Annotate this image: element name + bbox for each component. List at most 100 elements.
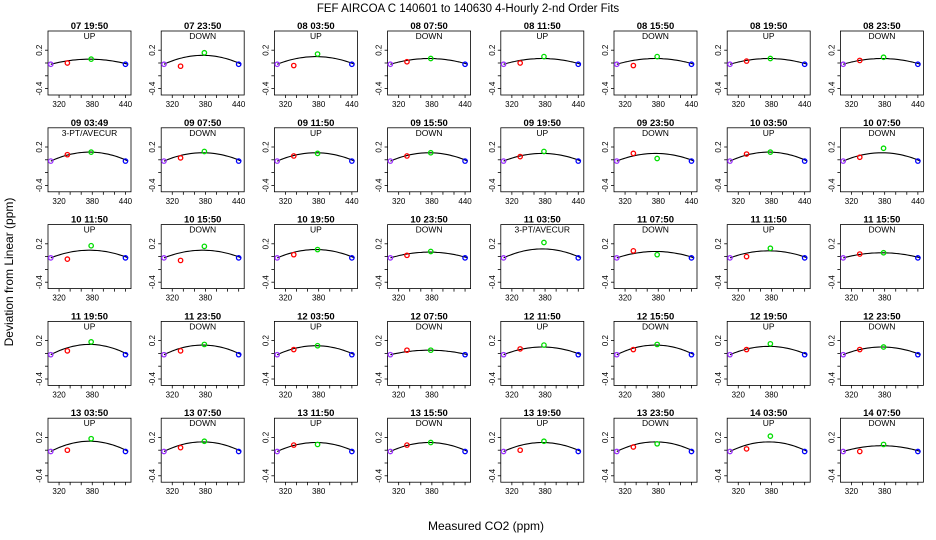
y-tick-label: -0.4: [148, 81, 157, 95]
data-point: [201, 438, 208, 445]
data-point: [727, 448, 733, 455]
x-tick-label: 380: [538, 197, 552, 206]
data-point: [613, 61, 620, 68]
y-tick-label: 0.2: [827, 141, 836, 153]
y-tick-label: -0.4: [261, 275, 270, 289]
data-point: [122, 255, 129, 261]
panel-title: 11 11:50: [750, 215, 786, 226]
y-tick-label: -0.4: [261, 178, 270, 192]
data-point: [575, 61, 582, 68]
data-point: [727, 158, 733, 164]
x-tick-label: 440: [119, 100, 133, 109]
data-point: [161, 351, 167, 358]
data-point: [801, 158, 808, 164]
data-point: [314, 150, 321, 157]
data-point: [387, 255, 394, 261]
x-tick-label: 380: [425, 294, 439, 303]
y-tick-label: 0.2: [714, 334, 723, 346]
y-tick-label: -0.4: [375, 81, 384, 95]
panel-title: 08 07:50: [410, 21, 448, 32]
data-point: [64, 256, 71, 263]
x-tick-label: 440: [685, 197, 699, 206]
y-tick-label: 0.2: [261, 44, 270, 56]
data-point: [630, 62, 637, 69]
x-tick-label: 440: [458, 100, 472, 109]
y-tick-label: -0.4: [148, 468, 157, 482]
panel-mode-label: UP: [84, 321, 96, 331]
x-tick-label: 380: [199, 197, 213, 206]
data-point: [349, 158, 355, 164]
data-point: [654, 341, 661, 348]
panel-mode-label: DOWN: [416, 31, 443, 41]
x-tick-label: 320: [392, 197, 406, 206]
data-point: [541, 239, 547, 246]
y-tick-label: -0.4: [35, 81, 44, 95]
data-point: [517, 447, 524, 454]
data-point: [201, 148, 208, 155]
panel-title: 11 15:50: [863, 215, 900, 226]
x-tick-label: 380: [765, 294, 779, 303]
panel-mode-label: DOWN: [416, 418, 443, 428]
panel-title: 10 19:50: [297, 215, 335, 226]
data-point: [88, 242, 95, 249]
x-tick-label: 380: [652, 390, 666, 399]
panel-title: 13 19:50: [524, 408, 562, 419]
y-tick-label: 0.2: [601, 431, 610, 443]
x-tick-label: 380: [765, 487, 779, 496]
x-tick-label: 440: [458, 197, 472, 206]
data-point: [743, 151, 750, 157]
x-tick-label: 320: [279, 294, 293, 303]
panel-mode-label: DOWN: [416, 225, 443, 235]
panel-mode-label: UP: [536, 418, 548, 428]
x-tick-label: 380: [538, 487, 552, 496]
x-tick-label: 320: [166, 197, 180, 206]
data-point: [161, 255, 167, 261]
panel-title: 11 03:50: [524, 215, 561, 226]
x-tick-label: 440: [798, 100, 812, 109]
x-tick-label: 440: [798, 197, 812, 206]
y-tick-label: 0.2: [827, 334, 836, 346]
x-tick-label: 380: [538, 100, 552, 109]
data-point: [613, 158, 620, 164]
data-point: [630, 444, 637, 450]
data-point: [500, 448, 507, 455]
x-tick-label: 380: [86, 294, 100, 303]
data-point: [727, 351, 733, 358]
y-tick-label: 0.2: [375, 334, 384, 346]
data-point: [500, 351, 507, 358]
panel-title: 07 23:50: [184, 21, 222, 32]
data-point: [314, 342, 321, 349]
y-tick-label: 0.2: [148, 238, 157, 250]
y-tick-label: -0.4: [148, 178, 157, 192]
panel-mode-label: UP: [536, 321, 548, 331]
x-tick-label: 380: [878, 100, 892, 109]
x-tick-label: 320: [52, 100, 66, 109]
data-point: [517, 153, 524, 160]
panel-mode-label: UP: [310, 31, 322, 41]
y-tick-label: 0.2: [261, 431, 270, 443]
data-point: [767, 340, 774, 347]
data-point: [274, 351, 281, 358]
data-point: [274, 255, 281, 261]
data-point: [840, 448, 847, 455]
x-tick-label: 380: [878, 390, 892, 399]
data-point: [161, 448, 167, 455]
data-point: [290, 442, 297, 448]
x-tick-label: 320: [505, 100, 519, 109]
data-point: [654, 53, 661, 60]
fit-curve: [503, 441, 582, 453]
y-tick-label: 0.2: [714, 44, 723, 56]
y-tick-label: 0.2: [714, 238, 723, 250]
data-point: [177, 155, 184, 161]
y-tick-label: 0.2: [35, 44, 44, 56]
x-tick-label: 380: [765, 197, 779, 206]
data-point: [161, 61, 167, 68]
fit-curve: [842, 152, 921, 162]
